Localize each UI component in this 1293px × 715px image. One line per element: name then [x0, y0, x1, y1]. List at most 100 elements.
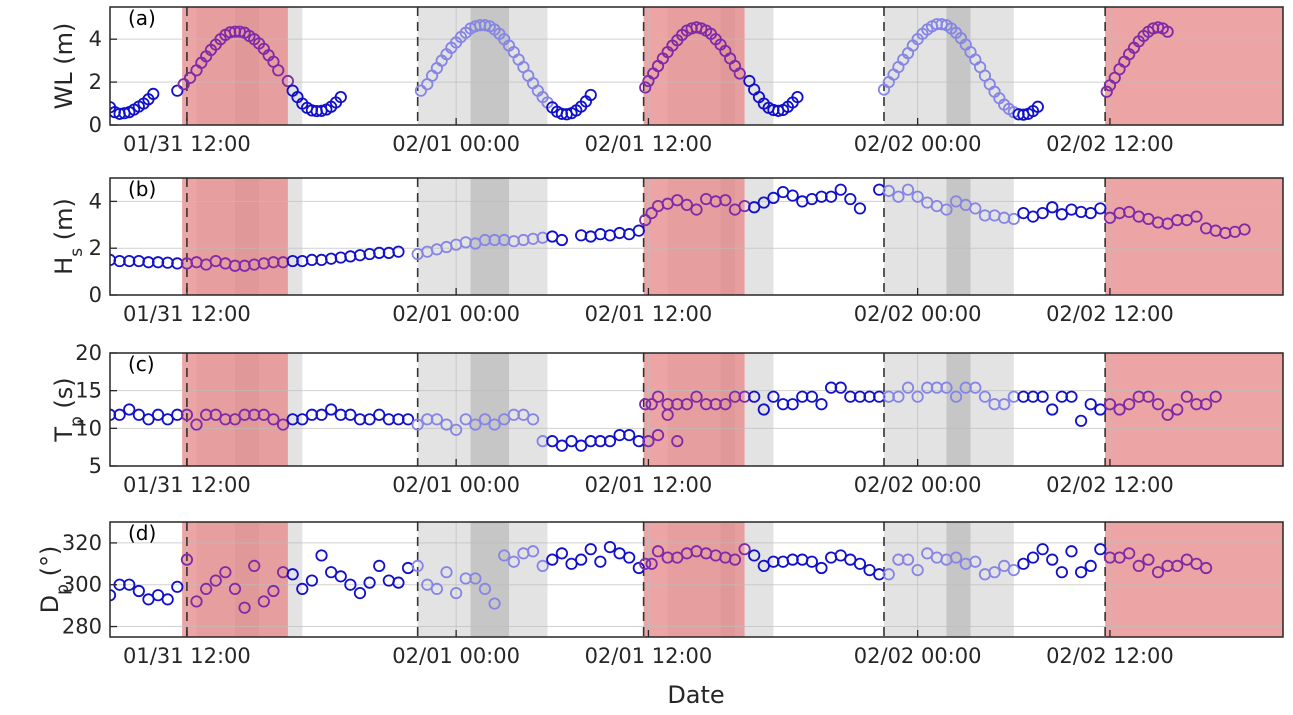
red-shade — [1105, 522, 1283, 637]
data-point — [1171, 403, 1184, 416]
data-point — [1171, 559, 1184, 573]
data-point — [1007, 212, 1020, 226]
data-point — [373, 559, 386, 573]
data-point — [565, 435, 578, 448]
data-point — [334, 570, 347, 583]
red-shade — [643, 522, 745, 637]
data-point — [853, 557, 867, 570]
data-point — [184, 71, 197, 84]
dark-gray-shade — [946, 353, 971, 466]
data-point — [411, 559, 424, 573]
x-tick-label: 02/01 12:00 — [585, 644, 713, 668]
y-tick-label: 5 — [89, 454, 102, 478]
data-point — [392, 245, 405, 258]
data-point — [642, 435, 655, 448]
x-tick-label: 02/02 00:00 — [854, 644, 982, 668]
data-point — [645, 557, 658, 570]
data-point — [1065, 203, 1078, 216]
x-tick-label: 02/02 12:00 — [1046, 302, 1174, 326]
data-point — [555, 547, 568, 560]
data-point — [882, 568, 895, 581]
data-point — [555, 233, 568, 247]
data-point — [1084, 207, 1097, 220]
red-shade — [182, 353, 288, 466]
axes-frame — [109, 352, 1284, 467]
data-point — [1094, 543, 1107, 556]
data-point — [911, 563, 924, 577]
data-point — [363, 413, 376, 426]
data-point — [834, 183, 847, 196]
data-point — [949, 390, 963, 403]
data-point — [281, 74, 294, 88]
data-point — [257, 408, 270, 421]
data-point — [623, 429, 636, 442]
dark-gray-shade — [946, 7, 971, 125]
data-point — [334, 91, 347, 104]
data-point — [517, 408, 530, 421]
y-tick-label: 15 — [75, 379, 102, 403]
data-point — [892, 390, 905, 403]
data-point — [267, 584, 280, 598]
data-point — [671, 194, 684, 207]
data-point — [200, 582, 213, 596]
data-point — [507, 555, 520, 568]
data-point — [123, 578, 136, 591]
data-point — [935, 18, 948, 31]
dark-gray-shade — [470, 353, 510, 466]
data-point — [1046, 553, 1059, 566]
data-point — [228, 413, 242, 426]
data-point — [767, 191, 780, 204]
data-point — [325, 403, 338, 416]
data-point — [733, 67, 746, 80]
red-shade — [643, 178, 745, 295]
data-point — [815, 561, 828, 575]
data-point — [594, 555, 607, 568]
data-point — [1094, 202, 1107, 215]
data-point — [469, 572, 482, 585]
data-point — [344, 408, 357, 421]
data-point — [132, 408, 145, 421]
x-axis-label: Date — [667, 681, 724, 709]
y-axis-label: WL (m) — [50, 23, 78, 110]
y-tick-label: 2 — [89, 70, 102, 94]
data-point — [430, 582, 444, 596]
panels: 0 2 4 01/31 12:00 02/01 00:00 02/01 12:00 02/0… — [36, 6, 1284, 668]
data-point — [209, 408, 222, 421]
data-point — [1123, 547, 1136, 560]
y-label-unit: (m) — [50, 198, 78, 248]
data-point — [1036, 390, 1049, 403]
dark-gray-shade — [470, 522, 510, 637]
data-point — [853, 202, 867, 215]
data-point — [757, 196, 770, 209]
x-tick-label: 02/02 12:00 — [1046, 132, 1174, 156]
data-point — [719, 398, 732, 411]
x-tick-label: 02/02 00:00 — [854, 473, 982, 497]
data-point — [526, 413, 540, 426]
plot-area — [110, 522, 1283, 637]
data-point — [171, 580, 184, 593]
y-tick-label: 2 — [89, 236, 102, 260]
data-point — [882, 184, 895, 197]
data-point — [949, 551, 963, 564]
data-point — [248, 559, 261, 573]
data-point — [651, 545, 665, 558]
panel-tag: (d) — [128, 521, 156, 545]
data-point — [478, 582, 492, 596]
data-point — [411, 418, 424, 431]
red-shade — [643, 7, 745, 125]
data-point — [142, 413, 155, 426]
data-point — [1142, 390, 1155, 403]
data-point — [639, 398, 652, 411]
data-point — [748, 549, 761, 562]
data-point — [998, 398, 1011, 411]
x-tick-label: 01/31 12:00 — [123, 473, 251, 497]
data-point — [738, 543, 751, 556]
data-point — [1031, 100, 1044, 113]
data-point — [680, 198, 693, 212]
data-point — [1180, 390, 1193, 403]
data-point — [344, 578, 357, 591]
data-point — [315, 549, 328, 562]
data-point — [757, 403, 770, 416]
data-point — [575, 553, 588, 566]
